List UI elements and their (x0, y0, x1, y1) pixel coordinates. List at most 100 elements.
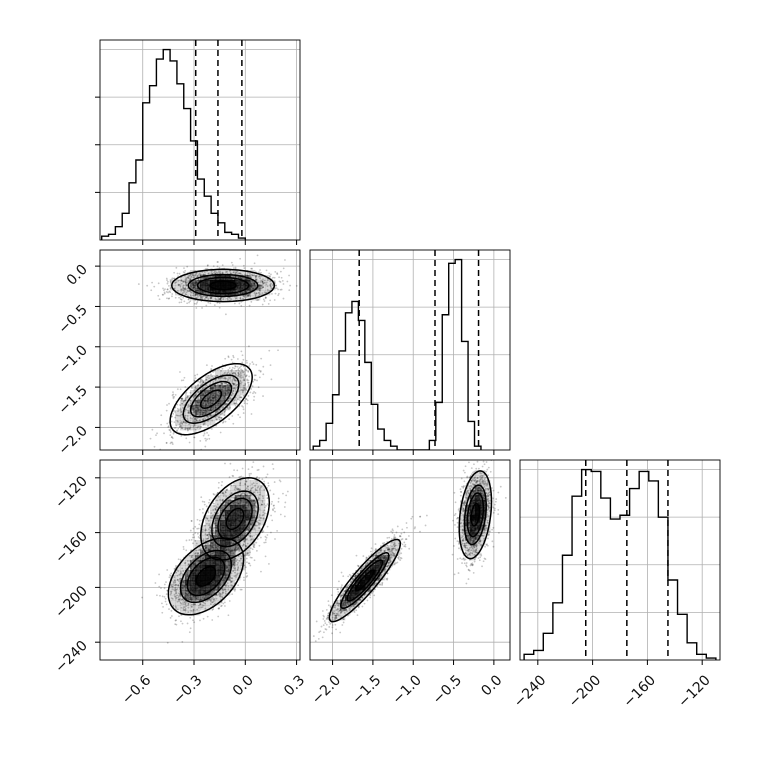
sample-point (182, 609, 185, 612)
density-cell (240, 270, 246, 276)
sample-point (208, 533, 211, 536)
sample-point (189, 616, 192, 619)
sample-point (227, 371, 230, 374)
density-cell (215, 390, 221, 396)
contour-line (169, 362, 253, 436)
sample-point (259, 277, 261, 280)
density-cell (210, 420, 216, 426)
sample-point (190, 538, 193, 541)
sample-point (244, 545, 247, 547)
sample-point (176, 429, 179, 432)
sample-point (261, 303, 264, 306)
sample-point (208, 272, 210, 275)
sample-point (246, 402, 249, 405)
sample-point (173, 595, 176, 598)
sample-point (228, 498, 231, 501)
sample-point (249, 489, 252, 492)
density-cell (210, 385, 216, 391)
sample-point (207, 537, 209, 540)
sample-point (176, 272, 179, 275)
sample-point (182, 284, 185, 287)
sample-point (173, 584, 176, 586)
sample-point (202, 418, 205, 421)
sample-point (240, 304, 243, 307)
sample-point (178, 272, 181, 275)
sample-point (193, 417, 196, 420)
density-cell (200, 380, 206, 386)
sample-point (185, 605, 188, 607)
sample-point (258, 488, 261, 491)
sample-point (279, 281, 282, 283)
sample-point (258, 369, 261, 372)
sample-point (167, 284, 170, 287)
sample-point (262, 282, 265, 285)
sample-point (257, 275, 260, 278)
sample-point (213, 505, 216, 508)
sample-point (207, 511, 210, 514)
sample-point (183, 403, 186, 406)
sample-point (230, 484, 233, 487)
sample-point (273, 481, 276, 483)
sample-point (187, 290, 189, 293)
sample-point (218, 416, 220, 418)
sample-point (174, 393, 177, 396)
sample-point (216, 594, 218, 597)
density-cell (180, 290, 186, 296)
sample-point (273, 299, 276, 301)
sample-point (239, 272, 241, 275)
sample-point (239, 272, 242, 275)
sample-point (273, 504, 275, 507)
sample-point (185, 549, 188, 552)
density-cell (225, 375, 231, 381)
sample-point (245, 359, 248, 362)
sample-point (260, 485, 263, 488)
sample-point (231, 382, 234, 385)
sample-point (202, 295, 205, 298)
density-cell (240, 390, 246, 396)
sample-point (234, 396, 237, 399)
sample-point (172, 393, 175, 396)
sample-point (189, 273, 192, 276)
sample-point (259, 370, 262, 373)
sample-point (215, 374, 218, 377)
density-cell (240, 290, 246, 296)
sample-point (161, 595, 164, 598)
sample-point (189, 399, 192, 402)
sample-point (251, 548, 254, 551)
sample-point (241, 389, 244, 392)
density-cell (200, 385, 206, 391)
sample-point (237, 561, 239, 564)
sample-point (199, 427, 202, 430)
sample-point (231, 580, 234, 583)
sample-point (247, 295, 250, 298)
density-cell (235, 395, 241, 401)
density-cell (200, 270, 206, 276)
sample-point (242, 406, 245, 408)
sample-point (210, 270, 213, 273)
y-tick-label: −1.5 (55, 383, 90, 418)
sample-point (183, 288, 186, 291)
sample-point (221, 588, 224, 590)
sample-point (244, 491, 247, 494)
sample-point (234, 372, 236, 375)
sample-point (262, 281, 265, 284)
sample-point (234, 297, 237, 300)
sample-point (252, 380, 255, 383)
sample-point (250, 300, 253, 303)
sample-point (248, 562, 251, 565)
sample-point (214, 411, 217, 414)
sample-point (234, 273, 237, 275)
sample-point (262, 497, 265, 500)
sample-point (222, 495, 225, 497)
sample-point (223, 373, 225, 376)
sample-point (163, 595, 166, 598)
density-cell (200, 390, 206, 396)
sample-point (184, 280, 187, 283)
sample-point (218, 298, 221, 301)
sample-point (187, 427, 190, 430)
sample-point (245, 397, 248, 400)
sample-point (237, 367, 240, 370)
sample-point (244, 384, 247, 386)
sample-point (230, 580, 233, 583)
sample-point (195, 296, 198, 299)
